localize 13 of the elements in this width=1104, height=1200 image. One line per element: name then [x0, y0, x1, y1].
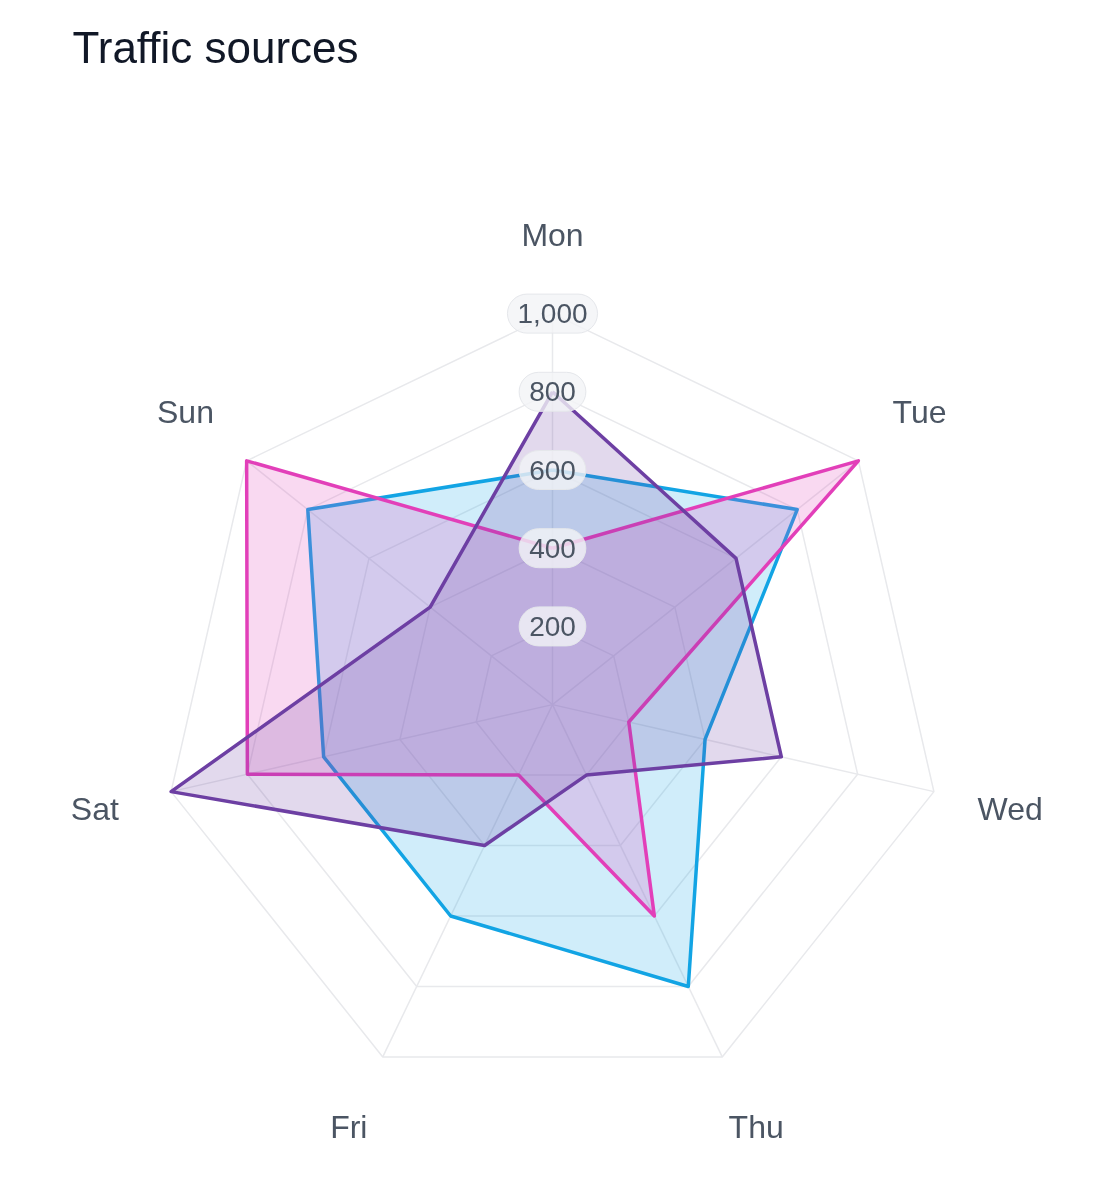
spoke-label: Thu	[728, 1109, 784, 1146]
spoke-label: Sat	[70, 791, 119, 828]
y-tick-label: 1,000	[517, 298, 588, 330]
spoke-label: Wed	[977, 791, 1043, 828]
y-tick-label: 400	[529, 532, 576, 564]
spoke-label: Fri	[330, 1109, 368, 1146]
y-tick-label: 600	[529, 454, 576, 486]
spoke-label: Mon	[521, 217, 584, 254]
y-tick-label: 200	[529, 610, 576, 642]
chart-title: Traffic sources	[72, 22, 359, 72]
y-tick-label: 800	[529, 376, 576, 408]
spoke-label: Sun	[157, 394, 214, 431]
spoke-label: Tue	[892, 394, 947, 431]
